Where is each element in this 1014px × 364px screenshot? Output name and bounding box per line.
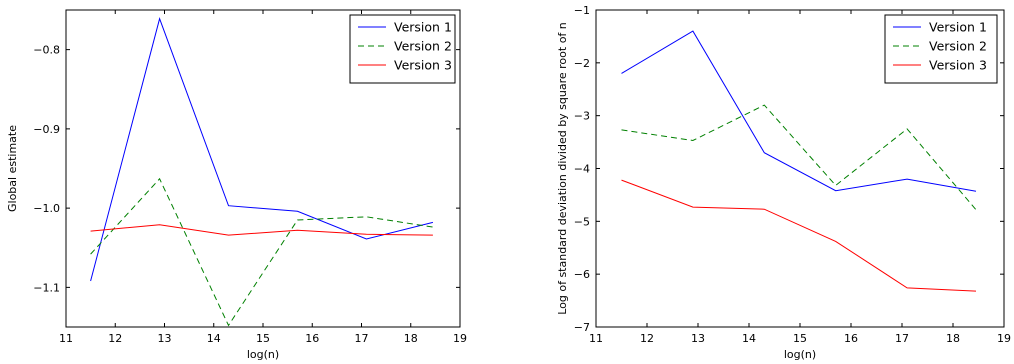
legend-label-1: Version 1 bbox=[929, 20, 987, 35]
legend-label-3: Version 3 bbox=[394, 58, 452, 73]
x-tick-label: 11 bbox=[59, 332, 73, 345]
x-tick-label: 18 bbox=[946, 332, 960, 345]
legend-box bbox=[349, 14, 456, 84]
legend-label-3: Version 3 bbox=[929, 58, 987, 73]
series-line-3 bbox=[90, 224, 433, 236]
legend: Version 1 Version 2 Version 3 bbox=[349, 14, 456, 84]
x-tick-label: 11 bbox=[589, 332, 603, 345]
legend-label-2: Version 2 bbox=[394, 39, 452, 54]
y-tick-label: −1 bbox=[574, 4, 590, 17]
y-tick-label: −5 bbox=[574, 215, 590, 228]
y-tick-label: −2 bbox=[574, 57, 590, 70]
x-tick-label: 14 bbox=[742, 332, 756, 345]
x-tick-label: 13 bbox=[691, 332, 705, 345]
legend-label-2: Version 2 bbox=[929, 39, 987, 54]
x-tick-label: 14 bbox=[207, 332, 221, 345]
legend: Version 1 Version 2 Version 3 bbox=[884, 14, 998, 84]
y-tick-label: −0.9 bbox=[33, 123, 60, 136]
y-tick-label: −1.1 bbox=[33, 281, 60, 294]
series-line-3 bbox=[621, 179, 977, 292]
x-axis-title: log(n) bbox=[247, 348, 279, 361]
x-tick-label: 15 bbox=[793, 332, 807, 345]
chart-panel-2: 11 12 13 14 15 16 17 18 19 −7 −6 −5 −4 −3 −2 −1 log(n) Lo… bbox=[556, 4, 1011, 361]
x-tick-label: 17 bbox=[355, 332, 369, 345]
x-tick-label: 16 bbox=[844, 332, 858, 345]
series-group bbox=[621, 30, 977, 292]
x-tick-label: 15 bbox=[256, 332, 270, 345]
x-tick-label: 16 bbox=[305, 332, 319, 345]
y-tick-label: −6 bbox=[574, 268, 590, 281]
x-tick-label: 12 bbox=[108, 332, 122, 345]
x-tick-label: 13 bbox=[158, 332, 172, 345]
series-line-2 bbox=[621, 104, 977, 211]
x-tick-label: 19 bbox=[997, 332, 1011, 345]
series-group bbox=[90, 17, 434, 327]
chart-panel-1: 11 12 13 14 15 16 17 18 19 −1.1 −1.0 −0.9 −0.8 log(n)… bbox=[6, 9, 467, 361]
series-line-2 bbox=[90, 177, 433, 327]
x-tick-label: 17 bbox=[895, 332, 909, 345]
y-tick-label: −3 bbox=[574, 110, 590, 123]
series-line-1 bbox=[621, 30, 977, 192]
series-line-1 bbox=[90, 17, 434, 282]
y-tick-label: −7 bbox=[574, 321, 590, 334]
y-axis-title: Global estimate bbox=[6, 125, 19, 212]
x-tick-label: 19 bbox=[453, 332, 467, 345]
legend-box bbox=[884, 14, 998, 84]
x-tick-label: 18 bbox=[404, 332, 418, 345]
y-tick-label: −0.8 bbox=[33, 44, 60, 57]
y-tick-label: −1.0 bbox=[33, 202, 60, 215]
y-tick-label: −4 bbox=[574, 163, 590, 176]
x-tick-label: 12 bbox=[640, 332, 654, 345]
y-axis-title: Log of standard deviation divided by squ… bbox=[556, 22, 569, 315]
legend-label-1: Version 1 bbox=[394, 20, 452, 35]
x-axis-title: log(n) bbox=[784, 348, 816, 361]
